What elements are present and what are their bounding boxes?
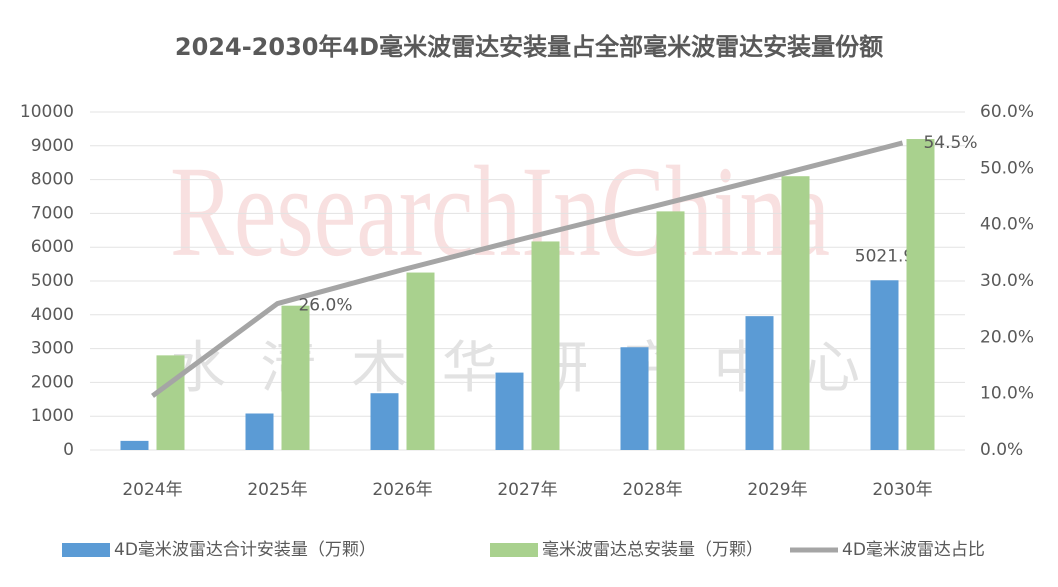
legend-label: 4D毫米波雷达占比 [842,540,985,560]
x-tick-label: 2025年 [247,480,307,500]
y2-tick-label: 10.0% [980,384,1034,404]
y-tick-label: 1000 [31,406,74,426]
x-tick-label: 2024年 [122,480,182,500]
legend-label: 毫米波雷达总安装量（万颗） [542,540,763,560]
bar [156,355,185,450]
bar [245,413,274,450]
bar [120,440,149,450]
bar [620,347,649,450]
y-tick-label: 9000 [31,136,74,156]
legend-label: 4D毫米波雷达合计安装量（万颗） [114,540,376,560]
y2-tick-label: 40.0% [980,215,1034,235]
y-tick-label: 10000 [20,102,74,122]
y-tick-label: 7000 [31,203,74,223]
data-label: 5021.9 [855,246,914,266]
y2-tick-label: 30.0% [980,271,1034,291]
legend-swatch [490,543,538,557]
bar [906,139,935,451]
bar [745,316,774,450]
watermark: ResearchInChina [170,140,830,284]
x-tick-label: 2029年 [747,480,807,500]
y2-tick-label: 60.0% [980,102,1034,122]
y2-tick-label: 20.0% [980,327,1034,347]
y-tick-label: 4000 [31,305,74,325]
data-label: 26.0% [298,296,352,316]
bar [370,393,399,450]
data-label: 54.5% [923,133,977,153]
bar [495,372,524,450]
y-tick-label: 5000 [31,271,74,291]
bar [870,280,899,450]
y2-tick-label: 0.0% [980,440,1023,460]
bar [281,305,310,450]
chart-title: 2024-2030年4D毫米波雷达安装量占全部毫米波雷达安装量份额 [175,33,883,61]
x-tick-label: 2028年 [622,480,682,500]
x-tick-label: 2026年 [372,480,432,500]
x-tick-label: 2027年 [497,480,557,500]
bar [406,272,435,450]
x-tick-label: 2030年 [872,480,932,500]
bar [531,241,560,450]
y-tick-label: 6000 [31,237,74,257]
y-tick-label: 2000 [31,372,74,392]
y2-tick-label: 50.0% [980,158,1034,178]
y-tick-label: 3000 [31,339,74,359]
bar [781,176,810,450]
legend-swatch [62,543,110,557]
y-tick-label: 8000 [31,170,74,190]
bar [656,211,685,450]
y-tick-label: 0 [63,440,74,460]
line [151,140,904,398]
